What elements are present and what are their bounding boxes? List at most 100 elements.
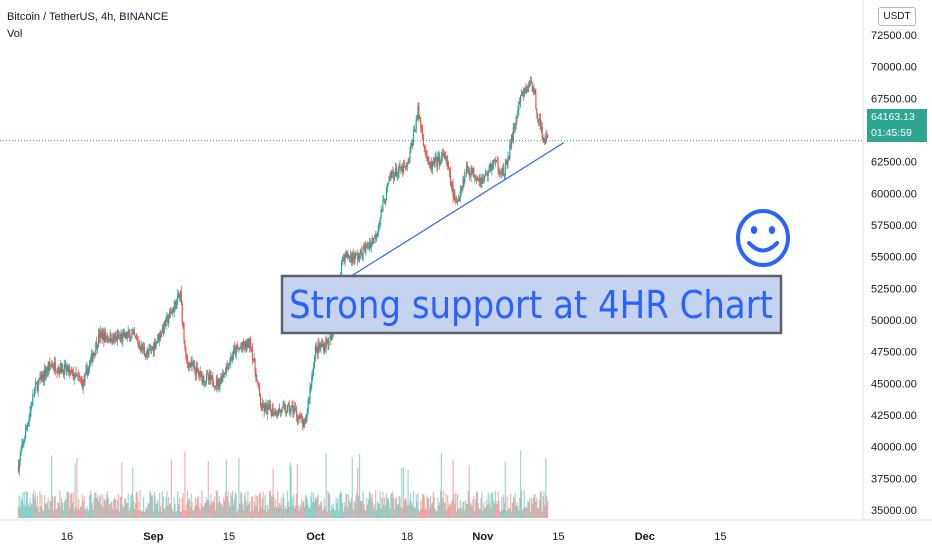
candle-body <box>341 256 343 262</box>
volume-bar <box>253 502 255 518</box>
candle-body <box>133 331 135 334</box>
candle-body <box>191 361 193 366</box>
volume-bar <box>28 506 30 518</box>
candle-body <box>295 409 298 416</box>
candle-body <box>186 355 188 361</box>
volume-bar <box>266 511 268 518</box>
symbol-title: Bitcoin / TetherUS, 4h, BINANCE <box>7 11 169 23</box>
volume-bar <box>215 490 217 518</box>
candle-body <box>29 411 31 417</box>
candle-body <box>513 127 515 130</box>
candle-body <box>506 160 508 165</box>
volume-bar <box>135 491 137 518</box>
candle-body <box>205 374 208 382</box>
volume-bar <box>258 511 260 518</box>
candle-body <box>372 238 374 244</box>
candle-body <box>71 370 73 372</box>
volume-indicator-label[interactable]: Vol <box>7 28 23 40</box>
volume-bar <box>312 502 314 518</box>
volume-bar <box>360 501 362 518</box>
currency-badge[interactable]: USDT <box>878 7 916 26</box>
volume-bar <box>214 496 216 518</box>
candle-body <box>51 364 53 366</box>
candle-body <box>53 362 55 369</box>
candle-body <box>232 356 234 360</box>
volume-bar <box>479 509 481 518</box>
volume-bar <box>411 502 413 518</box>
candle-body <box>302 421 304 428</box>
volume-bar <box>471 506 473 518</box>
candle-body <box>128 331 130 335</box>
candle-body <box>293 408 295 413</box>
candle-body <box>502 168 505 176</box>
candle-body <box>151 346 154 350</box>
volume-bar <box>55 509 57 518</box>
volume-bar <box>109 504 111 518</box>
volume-bar <box>387 499 389 518</box>
volume-bar <box>507 510 509 518</box>
candle-body <box>208 374 210 380</box>
volume-bar <box>130 495 132 518</box>
volume-bar <box>421 493 424 518</box>
candle-body <box>250 338 252 349</box>
candle-body <box>112 334 114 343</box>
price-tick-label: 50000.00 <box>871 315 917 327</box>
candle-body <box>461 186 463 188</box>
candle-body <box>328 337 330 346</box>
volume-bar <box>278 502 280 518</box>
candle-body <box>117 334 119 338</box>
candle-body <box>19 455 21 462</box>
volume-bar <box>88 511 90 518</box>
candle-body <box>307 400 309 411</box>
volume-bar <box>236 511 238 518</box>
volume-bar <box>513 498 515 518</box>
candle-body <box>534 90 536 95</box>
volume-bar <box>205 497 208 518</box>
candle-body <box>231 357 233 360</box>
candle-body <box>206 374 208 375</box>
volume-bar <box>89 490 91 518</box>
candle-body <box>479 177 481 183</box>
candle-body <box>38 378 40 382</box>
candle-body <box>352 253 354 259</box>
candle-body <box>544 139 546 144</box>
volume-bar <box>377 503 379 518</box>
volume-bar <box>61 497 63 518</box>
candle-body <box>545 135 547 144</box>
candle-body <box>476 178 478 181</box>
time-tick-label: Oct <box>306 531 325 543</box>
candle-body <box>79 378 82 380</box>
candle-body <box>160 332 162 337</box>
candle-body <box>295 407 297 410</box>
candle-body <box>394 173 396 179</box>
candle-body <box>180 292 182 304</box>
candle-body <box>546 135 548 137</box>
volume-bar <box>29 498 31 518</box>
candle-body <box>227 366 229 370</box>
candle-body <box>151 348 153 350</box>
candle-body <box>273 413 275 415</box>
candle-body <box>75 372 77 376</box>
candle-body <box>173 306 175 313</box>
volume-bar <box>454 503 456 518</box>
volume-bar <box>495 501 497 518</box>
candle-body <box>246 343 248 348</box>
candle-body <box>294 407 296 409</box>
volume-bar <box>261 498 263 518</box>
volume-bar <box>444 503 446 518</box>
volume-bar <box>48 509 50 518</box>
candle-body <box>451 184 453 187</box>
candle-body <box>127 331 129 335</box>
candle-body <box>330 336 332 341</box>
volume-bar <box>286 508 288 518</box>
volume-bar <box>482 510 484 518</box>
volume-bar <box>110 501 112 518</box>
volume-bar <box>342 511 344 518</box>
volume-bar <box>469 502 471 518</box>
candle-body <box>477 178 479 180</box>
volume-bar <box>445 493 447 518</box>
volume-bar <box>186 504 188 518</box>
volume-bar <box>78 499 80 518</box>
